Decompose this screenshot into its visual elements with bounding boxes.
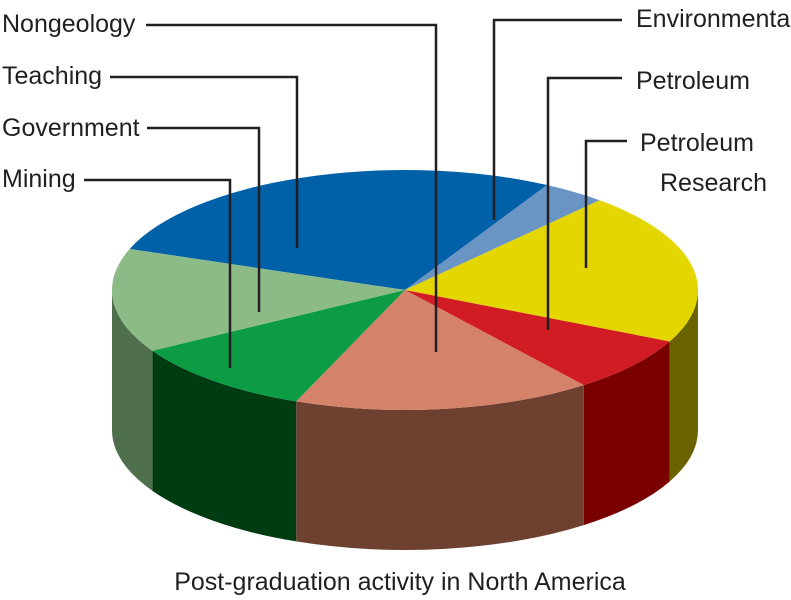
pie-side-government (152, 350, 297, 542)
leader-line-nongeology (146, 23, 438, 352)
leader-line-teaching (110, 75, 299, 248)
leader-line-mining (84, 178, 232, 368)
leader-line-petroleum (546, 76, 622, 330)
pie-side-nongeology (583, 341, 670, 526)
leader-lines (84, 18, 627, 368)
chart-title: Post-graduation activity in North Americ… (174, 568, 626, 596)
leader-line-environmental (492, 18, 622, 220)
label-government: Government (2, 114, 140, 142)
slice-labels: Nongeology Teaching Government Mining En… (2, 5, 791, 197)
label-nongeology: Nongeology (2, 10, 136, 38)
pie-slice-environmental (129, 169, 548, 290)
leader-line-government (147, 126, 261, 312)
label-teaching: Teaching (2, 62, 102, 90)
pie-slice-petroleum-research (405, 185, 600, 290)
leader-line-petroleum-research (584, 139, 627, 268)
label-petroleum-research-line1: Petroleum (640, 129, 754, 157)
label-environmental: Environmental (636, 5, 791, 33)
pie-slice-nongeology (405, 290, 670, 386)
pie-side-mining (296, 385, 584, 550)
pie-slice-government (152, 290, 405, 402)
pie-sides (112, 290, 698, 550)
pie-side-teaching (112, 290, 153, 491)
label-petroleum-research-line2: Research (660, 169, 767, 197)
pie-slice-petroleum (405, 200, 698, 342)
pie-tops (111, 169, 698, 410)
pie-side-petroleum (669, 290, 698, 482)
pie-slice-mining (296, 290, 584, 410)
label-mining: Mining (2, 165, 76, 193)
label-petroleum: Petroleum (636, 67, 750, 95)
